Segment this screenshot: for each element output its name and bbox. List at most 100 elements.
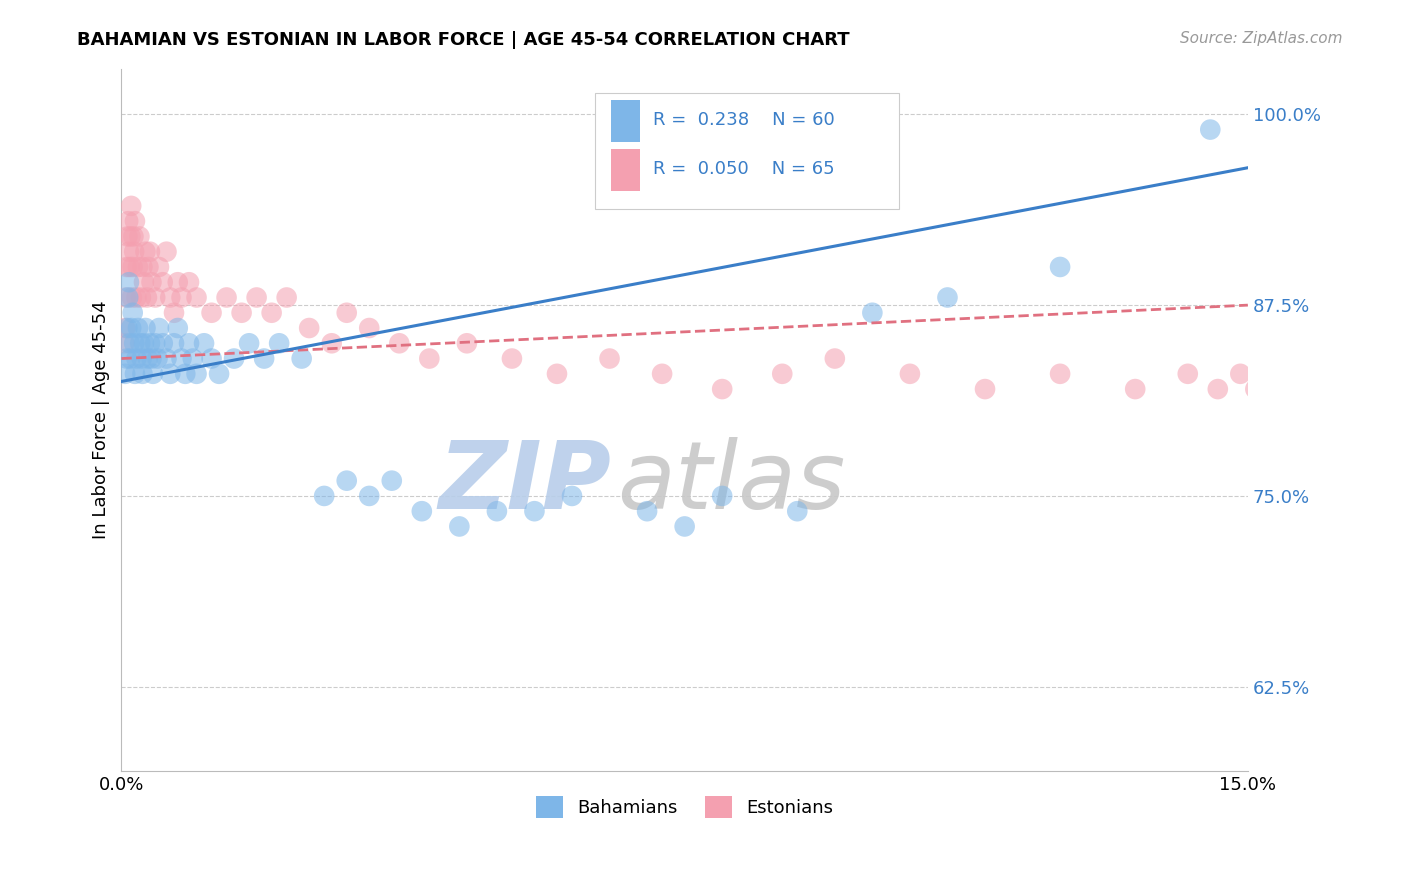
Point — [1229, 367, 1251, 381]
Point — [770, 367, 793, 381]
Point — [651, 367, 673, 381]
Point — [132, 275, 155, 289]
Point — [124, 214, 146, 228]
Point — [321, 336, 343, 351]
Point — [117, 229, 139, 244]
Point — [673, 519, 696, 533]
Point — [269, 336, 291, 351]
Point — [114, 321, 136, 335]
Point — [170, 291, 193, 305]
Point — [118, 275, 141, 289]
Text: BAHAMIAN VS ESTONIAN IN LABOR FORCE | AGE 45-54 CORRELATION CHART: BAHAMIAN VS ESTONIAN IN LABOR FORCE | AG… — [77, 31, 851, 49]
Point — [238, 336, 260, 351]
Text: atlas: atlas — [617, 437, 845, 528]
Point — [936, 291, 959, 305]
Point — [181, 351, 204, 366]
Point — [193, 336, 215, 351]
Point — [1199, 122, 1222, 136]
Point — [131, 367, 153, 381]
Point — [155, 244, 177, 259]
Point — [120, 229, 142, 244]
Point — [122, 336, 145, 351]
FancyBboxPatch shape — [612, 149, 640, 192]
Point — [146, 351, 169, 366]
Point — [1177, 367, 1199, 381]
Point — [114, 336, 136, 351]
Point — [388, 336, 411, 351]
Point — [117, 214, 139, 228]
Point — [1206, 382, 1229, 396]
Point — [824, 351, 846, 366]
Point — [120, 351, 142, 366]
Point — [898, 367, 921, 381]
Point — [411, 504, 433, 518]
Point — [860, 306, 883, 320]
Point — [129, 336, 152, 351]
Point — [291, 351, 314, 366]
Text: R =  0.050    N = 65: R = 0.050 N = 65 — [654, 160, 835, 178]
Point — [127, 321, 149, 335]
Point — [260, 306, 283, 320]
Point — [208, 367, 231, 381]
Point — [118, 260, 141, 274]
Point — [298, 321, 321, 335]
Point — [711, 382, 734, 396]
Point — [636, 504, 658, 518]
Point — [159, 291, 181, 305]
Point — [124, 367, 146, 381]
Point — [120, 321, 142, 335]
Point — [125, 351, 148, 366]
Point — [129, 291, 152, 305]
Point — [163, 336, 186, 351]
Point — [177, 336, 200, 351]
Point — [485, 504, 508, 518]
Point — [359, 489, 381, 503]
Text: Source: ZipAtlas.com: Source: ZipAtlas.com — [1180, 31, 1343, 46]
Point — [546, 367, 568, 381]
Point — [200, 351, 222, 366]
FancyBboxPatch shape — [612, 100, 640, 142]
Point — [786, 504, 808, 518]
Point — [523, 504, 546, 518]
Point — [117, 291, 139, 305]
Point — [155, 351, 177, 366]
Point — [141, 351, 163, 366]
Point — [152, 336, 174, 351]
Point — [561, 489, 583, 503]
Point — [1274, 367, 1296, 381]
Point — [143, 336, 166, 351]
Point — [974, 382, 997, 396]
Point — [127, 260, 149, 274]
Point — [177, 275, 200, 289]
Point — [121, 306, 143, 320]
Point — [336, 306, 359, 320]
Point — [336, 474, 359, 488]
Point — [148, 260, 170, 274]
Point — [122, 229, 145, 244]
Point — [276, 291, 298, 305]
Point — [166, 275, 188, 289]
Point — [125, 291, 148, 305]
Point — [418, 351, 440, 366]
Point — [200, 306, 222, 320]
Point — [134, 321, 156, 335]
Point — [118, 336, 141, 351]
Point — [711, 489, 734, 503]
Point — [186, 367, 208, 381]
Point — [253, 351, 276, 366]
Legend: Bahamians, Estonians: Bahamians, Estonians — [529, 789, 841, 825]
Point — [131, 351, 153, 366]
Point — [134, 244, 156, 259]
Point — [139, 336, 162, 351]
Point — [222, 351, 245, 366]
Point — [1049, 367, 1071, 381]
Point — [186, 291, 208, 305]
Point — [139, 244, 162, 259]
Point — [456, 336, 478, 351]
Point — [136, 291, 159, 305]
FancyBboxPatch shape — [595, 93, 898, 209]
Point — [359, 321, 381, 335]
Point — [215, 291, 238, 305]
Point — [381, 474, 404, 488]
Text: R =  0.238    N = 60: R = 0.238 N = 60 — [654, 111, 835, 128]
